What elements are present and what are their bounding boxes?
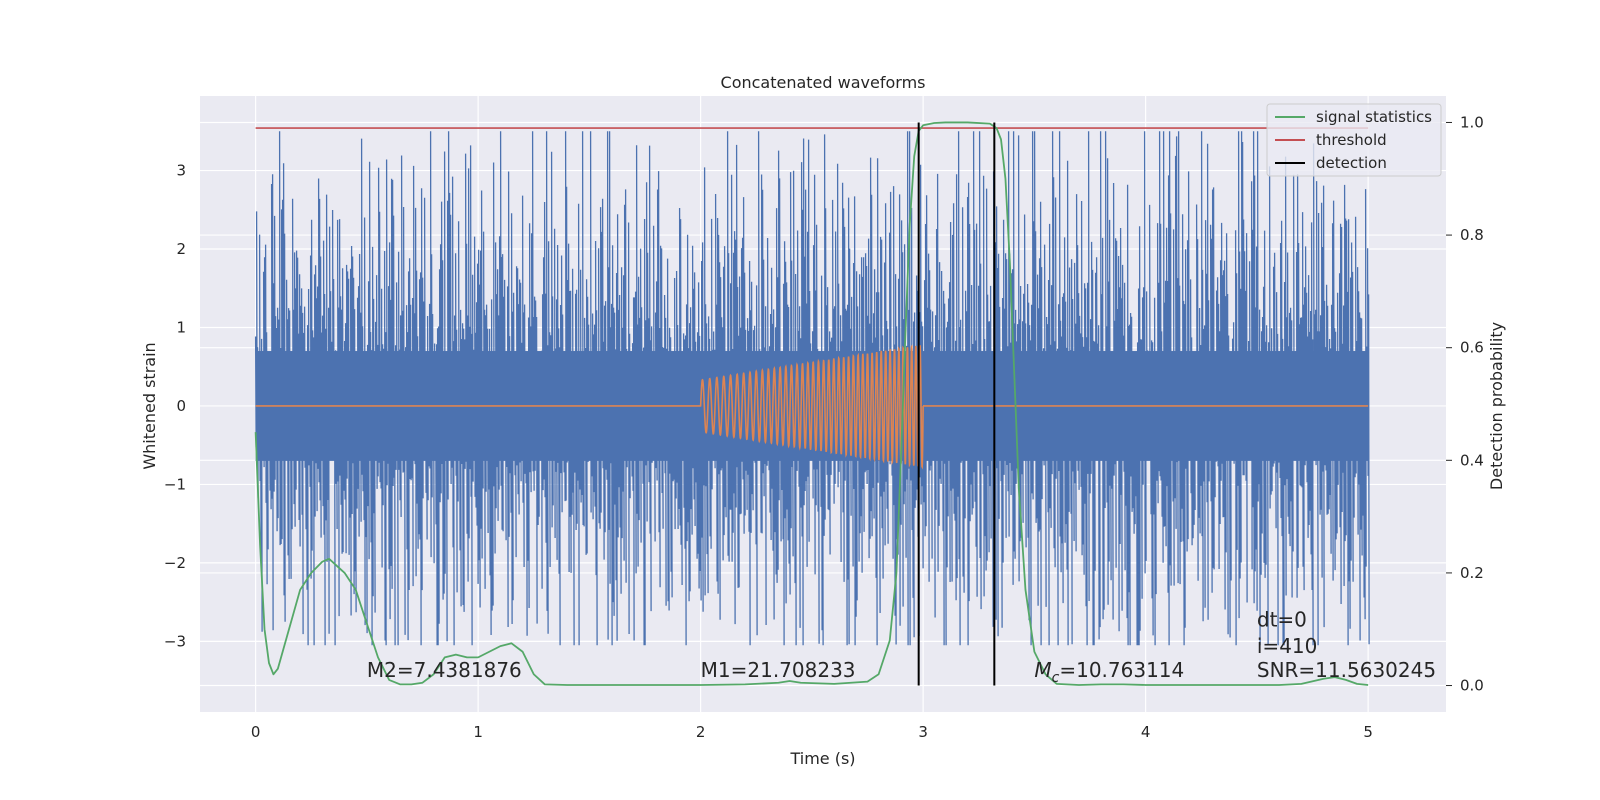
annotation: i=410 — [1257, 634, 1318, 658]
legend: signal statistics threshold detection — [1266, 103, 1442, 177]
series-layer — [254, 121, 1370, 686]
annotations: M2=7.4381876 M1=21.708233 Mc=10.763114 dt=0… — [367, 607, 1436, 686]
annotation: M2=7.4381876 — [367, 658, 522, 682]
annotation: SNR=11.5630245 — [1257, 658, 1436, 682]
y-axis-label: Whitened strain — [140, 342, 159, 469]
x-axis-label: Time (s) — [789, 749, 855, 768]
x-tick-label: 2 — [696, 723, 706, 741]
tick-labels: 0 1 2 3 4 5 −3 −2 −1 0 1 2 3 0.0 0.2 0.4 0.6 0.8 1.0 — [164, 113, 1484, 741]
y-tick-label-right: 0.6 — [1460, 339, 1484, 357]
y-tick-label: −3 — [164, 632, 186, 650]
legend-label-signal-statistics: signal statistics — [1316, 108, 1432, 126]
y-tick-label: −2 — [164, 554, 186, 572]
legend-label-detection: detection — [1316, 154, 1387, 172]
annotation: dt=0 — [1257, 607, 1307, 631]
y-tick-label: 1 — [176, 318, 186, 336]
legend-box — [1266, 103, 1442, 177]
x-tick-label: 4 — [1141, 723, 1151, 741]
y-tick-label-right: 0.8 — [1460, 226, 1484, 244]
x-tick-label: 3 — [918, 723, 928, 741]
series-injection — [255, 344, 1369, 470]
x-tick-label: 1 — [473, 723, 483, 741]
x-tick-label: 0 — [251, 723, 261, 741]
y-tick-label: −1 — [164, 475, 186, 493]
y-tick-label: 0 — [176, 397, 186, 415]
annotation: M1=21.708233 — [701, 658, 856, 682]
chart-title: Concatenated waveforms — [721, 73, 926, 92]
y-axis-label-right: Detection probability — [1487, 322, 1506, 490]
y-tick-label-right: 0.0 — [1460, 677, 1484, 695]
y-tick-label: 2 — [176, 240, 186, 258]
legend-label-threshold: threshold — [1316, 131, 1387, 149]
y-tick-label: 3 — [176, 162, 186, 180]
annotation: Mc=10.763114 — [1034, 658, 1184, 686]
y-tick-label-right: 0.4 — [1460, 451, 1484, 469]
series-signal-statistics — [254, 121, 1369, 686]
y-tick-label-right: 1.0 — [1460, 113, 1484, 131]
x-tick-label: 5 — [1363, 723, 1373, 741]
y-tick-label-right: 0.2 — [1460, 564, 1484, 582]
